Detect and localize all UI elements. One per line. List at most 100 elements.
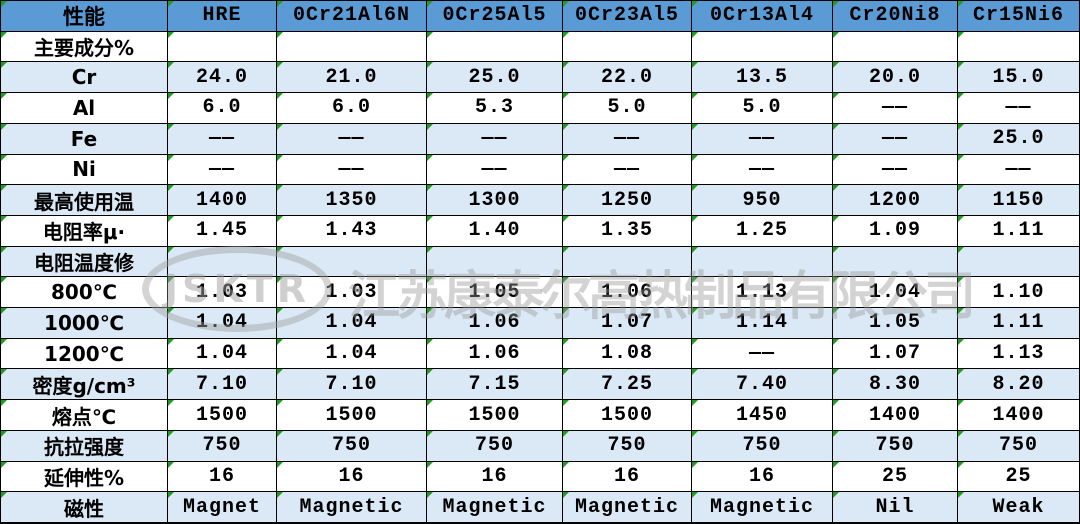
table-cell[interactable] — [427, 246, 563, 278]
table-cell[interactable]: 7.25 — [563, 369, 692, 401]
table-cell[interactable]: 1.25 — [692, 215, 833, 247]
table-cell[interactable]: 1.06 — [427, 338, 563, 370]
row-label-cell[interactable]: 电阻率μ· — [1, 215, 168, 247]
table-cell[interactable]: —— — [168, 123, 277, 155]
table-cell[interactable] — [692, 31, 833, 63]
table-cell[interactable]: 1400 — [833, 400, 958, 431]
table-cell[interactable]: —— — [563, 154, 692, 186]
table-cell[interactable] — [563, 246, 692, 278]
header-cell-grade[interactable]: 0Cr13Al4 — [692, 1, 833, 32]
table-cell[interactable]: 15.0 — [958, 62, 1079, 94]
row-label-cell[interactable]: 电阻温度修 — [1, 246, 168, 278]
table-cell[interactable]: 7.15 — [427, 369, 563, 401]
table-cell[interactable]: 1.45 — [168, 215, 277, 247]
table-cell[interactable]: 1.13 — [692, 277, 833, 309]
table-cell[interactable]: 1.10 — [958, 277, 1079, 309]
table-cell[interactable]: —— — [563, 123, 692, 155]
table-cell[interactable]: 1.35 — [563, 215, 692, 247]
table-cell[interactable]: —— — [833, 93, 958, 124]
table-cell[interactable]: 24.0 — [168, 62, 277, 94]
table-cell[interactable]: —— — [277, 123, 427, 155]
table-cell[interactable]: 16 — [168, 461, 277, 493]
table-cell[interactable]: 1.04 — [277, 338, 427, 370]
table-cell[interactable]: Magnet — [168, 492, 277, 523]
row-label-cell[interactable]: 熔点℃ — [1, 400, 168, 431]
table-cell[interactable]: 1.11 — [958, 215, 1079, 247]
table-cell[interactable]: 25.0 — [427, 62, 563, 94]
table-cell[interactable]: 1500 — [427, 400, 563, 431]
table-cell[interactable]: 1.07 — [833, 338, 958, 370]
table-cell[interactable]: Magnetic — [563, 492, 692, 523]
table-cell[interactable]: —— — [692, 123, 833, 155]
table-cell[interactable]: 1150 — [958, 185, 1079, 216]
table-cell[interactable]: 750 — [427, 430, 563, 462]
row-label-cell[interactable]: Ni — [1, 154, 168, 186]
row-label-cell[interactable]: 主要成分% — [1, 31, 168, 63]
header-cell-grade[interactable]: 0Cr23Al5 — [563, 1, 692, 32]
table-cell[interactable]: 25 — [958, 461, 1079, 493]
table-cell[interactable]: 16 — [692, 461, 833, 493]
table-cell[interactable]: —— — [427, 154, 563, 186]
table-cell[interactable] — [958, 31, 1079, 63]
table-cell[interactable]: 1.09 — [833, 215, 958, 247]
table-cell[interactable]: Magnetic — [692, 492, 833, 523]
header-cell-grade[interactable]: HRE — [168, 1, 277, 32]
table-cell[interactable]: 1500 — [563, 400, 692, 431]
table-cell[interactable]: 1250 — [563, 185, 692, 216]
table-cell[interactable]: Weak — [958, 492, 1079, 523]
table-cell[interactable]: Magnetic — [277, 492, 427, 523]
table-cell[interactable]: 1.04 — [277, 308, 427, 339]
header-cell-grade[interactable]: Cr15Ni6 — [958, 1, 1079, 32]
header-cell-grade[interactable]: 0Cr25Al5 — [427, 1, 563, 32]
table-cell[interactable]: 8.20 — [958, 369, 1079, 401]
table-cell[interactable]: 1.05 — [427, 277, 563, 309]
table-cell[interactable]: 7.10 — [168, 369, 277, 401]
table-cell[interactable] — [563, 31, 692, 63]
table-cell[interactable] — [277, 31, 427, 63]
table-cell[interactable]: —— — [958, 93, 1079, 124]
table-cell[interactable]: 1.05 — [833, 308, 958, 339]
table-cell[interactable]: 1.14 — [692, 308, 833, 339]
header-cell-property[interactable]: 性能 — [1, 1, 168, 32]
table-cell[interactable]: 5.3 — [427, 93, 563, 124]
table-cell[interactable] — [277, 246, 427, 278]
row-label-cell[interactable]: 磁性 — [1, 492, 168, 523]
table-cell[interactable]: 1500 — [168, 400, 277, 431]
table-cell[interactable]: 1.04 — [168, 338, 277, 370]
table-cell[interactable]: 25.0 — [958, 123, 1079, 155]
table-cell[interactable]: 1500 — [277, 400, 427, 431]
table-cell[interactable] — [168, 246, 277, 278]
table-cell[interactable] — [692, 246, 833, 278]
table-cell[interactable]: 8.30 — [833, 369, 958, 401]
table-cell[interactable] — [958, 246, 1079, 278]
table-cell[interactable]: 7.40 — [692, 369, 833, 401]
row-label-cell[interactable]: 延伸性% — [1, 461, 168, 493]
table-cell[interactable]: 1350 — [277, 185, 427, 216]
table-cell[interactable]: —— — [833, 154, 958, 186]
row-label-cell[interactable]: Fe — [1, 123, 168, 155]
table-cell[interactable]: 22.0 — [563, 62, 692, 94]
table-cell[interactable]: —— — [427, 123, 563, 155]
header-cell-grade[interactable]: Cr20Ni8 — [833, 1, 958, 32]
table-cell[interactable]: —— — [833, 123, 958, 155]
table-cell[interactable]: 1200 — [833, 185, 958, 216]
table-cell[interactable]: 1400 — [168, 185, 277, 216]
table-cell[interactable]: 1.13 — [958, 338, 1079, 370]
table-cell[interactable]: 750 — [277, 430, 427, 462]
table-cell[interactable]: 13.5 — [692, 62, 833, 94]
table-cell[interactable]: 1.04 — [833, 277, 958, 309]
row-label-cell[interactable]: Cr — [1, 62, 168, 94]
table-cell[interactable]: 1.06 — [427, 308, 563, 339]
table-cell[interactable]: 1.11 — [958, 308, 1079, 339]
table-cell[interactable]: 16 — [427, 461, 563, 493]
table-cell[interactable]: 5.0 — [692, 93, 833, 124]
table-cell[interactable]: 21.0 — [277, 62, 427, 94]
table-cell[interactable] — [833, 246, 958, 278]
table-cell[interactable]: 6.0 — [168, 93, 277, 124]
table-cell[interactable]: 1.03 — [277, 277, 427, 309]
table-cell[interactable]: 20.0 — [833, 62, 958, 94]
table-cell[interactable]: 6.0 — [277, 93, 427, 124]
row-label-cell[interactable]: 抗拉强度 — [1, 430, 168, 462]
table-cell[interactable]: 750 — [958, 430, 1079, 462]
table-cell[interactable] — [168, 31, 277, 63]
